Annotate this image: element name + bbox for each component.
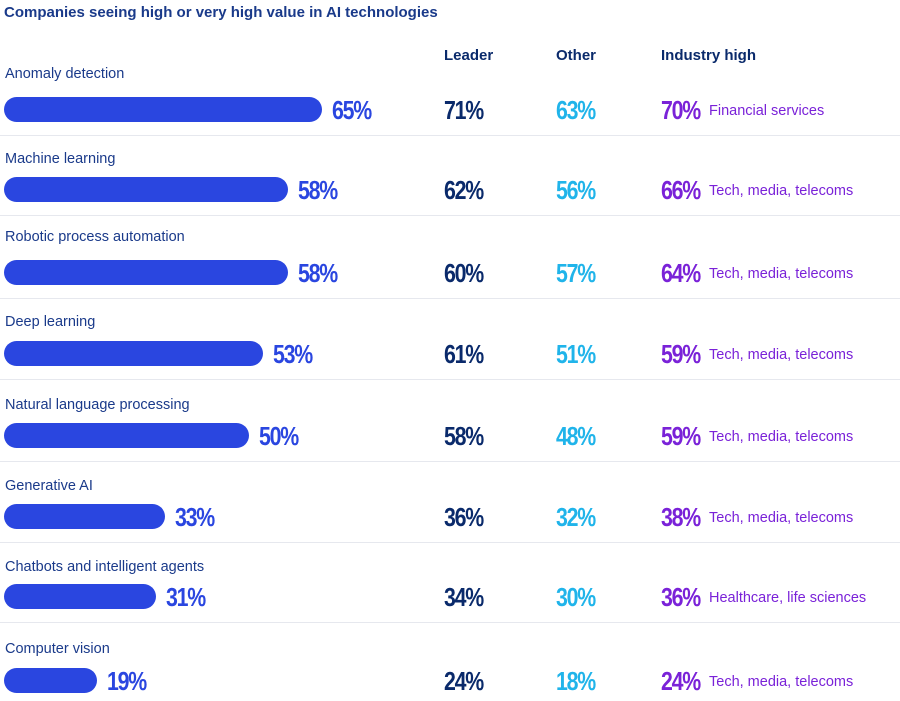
leader-value: 36% (444, 501, 484, 532)
industry-high-value: 70% (661, 94, 701, 125)
industry-name: Tech, media, telecoms (709, 428, 854, 445)
bar-value-label: 33% (175, 501, 215, 532)
leader-value: 24% (444, 665, 484, 696)
leader-value: 61% (444, 338, 484, 369)
industry-name: Tech, media, telecoms (709, 265, 854, 282)
other-value: 32% (556, 501, 596, 532)
bar (4, 260, 288, 285)
row-divider (0, 461, 900, 462)
bar (4, 97, 322, 122)
row-divider (0, 542, 900, 543)
other-value: 30% (556, 581, 596, 612)
bar (4, 423, 249, 448)
bar (4, 584, 156, 609)
bar-value-label: 58% (297, 257, 338, 288)
other-value: 48% (556, 420, 596, 451)
bar-value-label: 65% (332, 94, 372, 125)
row-label: Natural language processing (5, 397, 190, 413)
row-divider (0, 622, 900, 623)
row-divider (0, 379, 900, 380)
bar-value-label: 50% (258, 420, 299, 451)
other-value: 63% (556, 94, 596, 125)
bar-value-label: 53% (273, 338, 313, 369)
bar (4, 504, 166, 529)
industry-name: Tech, media, telecoms (709, 346, 854, 363)
row-divider (0, 215, 900, 216)
industry-name: Tech, media, telecoms (709, 509, 854, 526)
industry-name: Financial services (709, 102, 825, 119)
other-value: 18% (556, 665, 596, 696)
industry-high-value: 64% (661, 257, 701, 288)
industry-high-value: 24% (661, 665, 701, 696)
leader-value: 62% (444, 174, 484, 205)
bar (4, 177, 288, 202)
bar (4, 341, 264, 366)
industry-high-value: 38% (661, 501, 701, 532)
industry-high-value: 59% (661, 338, 701, 369)
column-header-industry-high: Industry high (661, 47, 756, 64)
bar-value-label: 58% (297, 174, 338, 205)
row-label: Chatbots and intelligent agents (5, 559, 205, 575)
column-header-other: Other (556, 47, 597, 64)
row-label: Anomaly detection (5, 66, 125, 82)
column-header-leader: Leader (444, 47, 494, 64)
chart-title: Companies seeing high or very high value… (4, 4, 438, 21)
industry-name: Tech, media, telecoms (709, 673, 854, 690)
leader-value: 60% (444, 257, 484, 288)
industry-name: Healthcare, life sciences (709, 589, 867, 606)
other-value: 56% (556, 174, 596, 205)
row-label: Computer vision (5, 641, 110, 657)
row-label: Robotic process automation (5, 229, 185, 245)
row-label: Generative AI (5, 478, 93, 494)
other-value: 51% (556, 338, 596, 369)
industry-high-value: 66% (661, 174, 701, 205)
leader-value: 58% (444, 420, 484, 451)
leader-value: 34% (444, 581, 484, 612)
bar-value-label: 19% (106, 665, 147, 696)
industry-high-value: 59% (661, 420, 701, 451)
bar (4, 668, 97, 693)
row-divider (0, 135, 900, 136)
bar-value-label: 31% (165, 581, 206, 612)
industry-name: Tech, media, telecoms (709, 182, 854, 199)
row-label: Deep learning (5, 314, 96, 330)
row-divider (0, 298, 900, 299)
other-value: 57% (556, 257, 596, 288)
industry-high-value: 36% (661, 581, 701, 612)
row-label: Machine learning (5, 151, 116, 167)
leader-value: 71% (444, 94, 484, 125)
